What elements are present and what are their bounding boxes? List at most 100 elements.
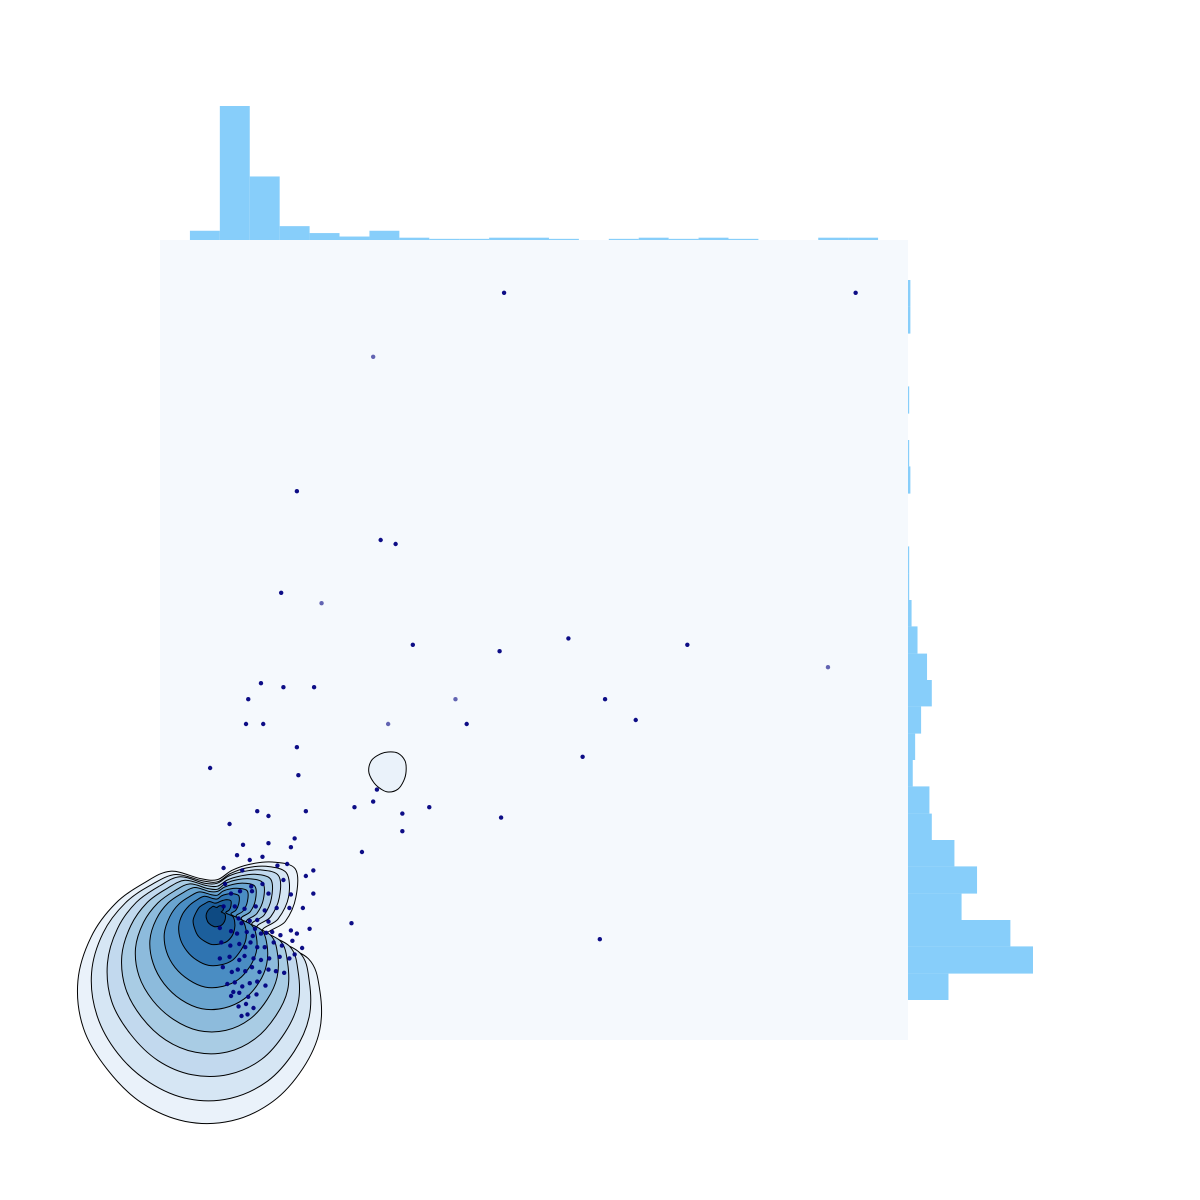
- scatter-point: [228, 891, 234, 896]
- scatter-point: [349, 921, 354, 926]
- scatter-point: [303, 873, 309, 879]
- scatter-point: [277, 954, 282, 959]
- scatter-point: [227, 821, 232, 827]
- y-histogram-bar: [908, 306, 911, 334]
- scatter-point: [260, 881, 265, 887]
- y-histogram-bar: [908, 946, 1033, 974]
- scatter-point: [258, 931, 264, 936]
- scatter-point: [246, 697, 251, 702]
- y-histogram-bar: [908, 893, 962, 920]
- scatter-point: [497, 649, 502, 654]
- scatter-point: [237, 957, 242, 963]
- scatter-point: [258, 681, 264, 686]
- x-histogram-bar: [309, 233, 340, 240]
- scatter-point: [311, 868, 316, 873]
- scatter-point: [240, 842, 246, 847]
- x-histogram-bar: [519, 237, 549, 240]
- scatter-point: [292, 836, 297, 841]
- scatter-point: [260, 854, 265, 859]
- scatter-point: [266, 919, 271, 924]
- scatter-point: [270, 929, 275, 935]
- scatter-point: [374, 787, 380, 792]
- scatter-point: [255, 809, 260, 814]
- scatter-point: [240, 868, 245, 873]
- scatter-point: [247, 981, 252, 986]
- scatter-point: [229, 969, 235, 975]
- scatter-point: [501, 290, 507, 295]
- scatter-point: [221, 904, 226, 909]
- scatter-point: [239, 1013, 244, 1019]
- scatter-point: [290, 938, 295, 943]
- scatter-point: [359, 849, 365, 855]
- scatter-point: [266, 813, 271, 819]
- scatter-point: [249, 889, 255, 894]
- scatter-point: [287, 905, 292, 911]
- scatter-point: [597, 937, 603, 942]
- scatter-point: [400, 829, 405, 834]
- y-histogram-bar: [908, 386, 910, 414]
- x-histogram-bar: [728, 238, 759, 240]
- scatter-point: [217, 925, 223, 931]
- x-histogram-bar: [219, 106, 250, 240]
- scatter-point: [300, 905, 306, 911]
- scatter-point: [400, 811, 405, 816]
- scatter-point: [267, 956, 272, 961]
- y-histogram-bar: [908, 973, 949, 1000]
- scatter-point: [294, 745, 300, 750]
- kde-contour-island: [368, 751, 407, 793]
- scatter-point: [232, 904, 237, 909]
- scatter-point: [410, 642, 416, 647]
- y-histogram-bar: [908, 813, 932, 840]
- scatter-point: [393, 541, 398, 547]
- x-histogram-bar: [339, 236, 370, 240]
- scatter-point: [261, 721, 266, 727]
- scatter-point: [255, 979, 260, 984]
- scatter-point: [247, 857, 252, 863]
- y-histogram-bar: [908, 466, 911, 494]
- right-marginal-histogram: [908, 280, 1033, 1000]
- scatter-point: [288, 928, 294, 933]
- y-histogram-bar: [908, 786, 930, 814]
- x-histogram-bar: [279, 226, 310, 240]
- scatter-point: [311, 685, 317, 690]
- scatter-point: [287, 956, 292, 961]
- scatter-point: [370, 799, 376, 804]
- scatter-point: [242, 906, 247, 911]
- scatter-point: [250, 933, 255, 939]
- x-histogram-bar: [399, 237, 430, 240]
- scatter-point: [278, 590, 284, 595]
- scatter-point: [288, 892, 294, 897]
- scatter-point: [236, 1004, 241, 1009]
- scatter-point: [248, 940, 253, 945]
- scatter-point: [274, 905, 279, 911]
- scatter-point: [385, 721, 391, 727]
- scatter-point: [217, 956, 223, 961]
- scatter-point: [239, 921, 244, 926]
- x-histogram-bar: [429, 238, 460, 240]
- x-histogram-bar: [608, 238, 639, 240]
- scatter-point: [237, 941, 242, 947]
- scatter-point: [288, 845, 294, 850]
- y-histogram-bar: [908, 653, 928, 680]
- scatter-point: [235, 967, 240, 972]
- y-histogram-bar: [908, 626, 918, 654]
- y-histogram-bar: [908, 733, 916, 760]
- scatter-point: [255, 945, 260, 950]
- scatter-point: [266, 967, 271, 972]
- scatter-point: [266, 841, 271, 846]
- scatter-point: [234, 853, 240, 858]
- y-histogram-bar: [908, 680, 932, 707]
- scatter-point: [279, 943, 285, 948]
- scatter-point: [263, 983, 268, 988]
- scatter-point: [294, 489, 300, 494]
- scatter-point: [243, 721, 249, 727]
- scatter-point: [247, 918, 252, 923]
- scatter-point: [244, 929, 249, 935]
- scatter-point: [296, 773, 301, 778]
- y-histogram-bar: [908, 920, 1011, 947]
- scatter-point: [255, 917, 260, 923]
- scatter-point: [299, 945, 305, 951]
- scatter-point: [207, 765, 213, 771]
- y-histogram-bar: [908, 280, 911, 307]
